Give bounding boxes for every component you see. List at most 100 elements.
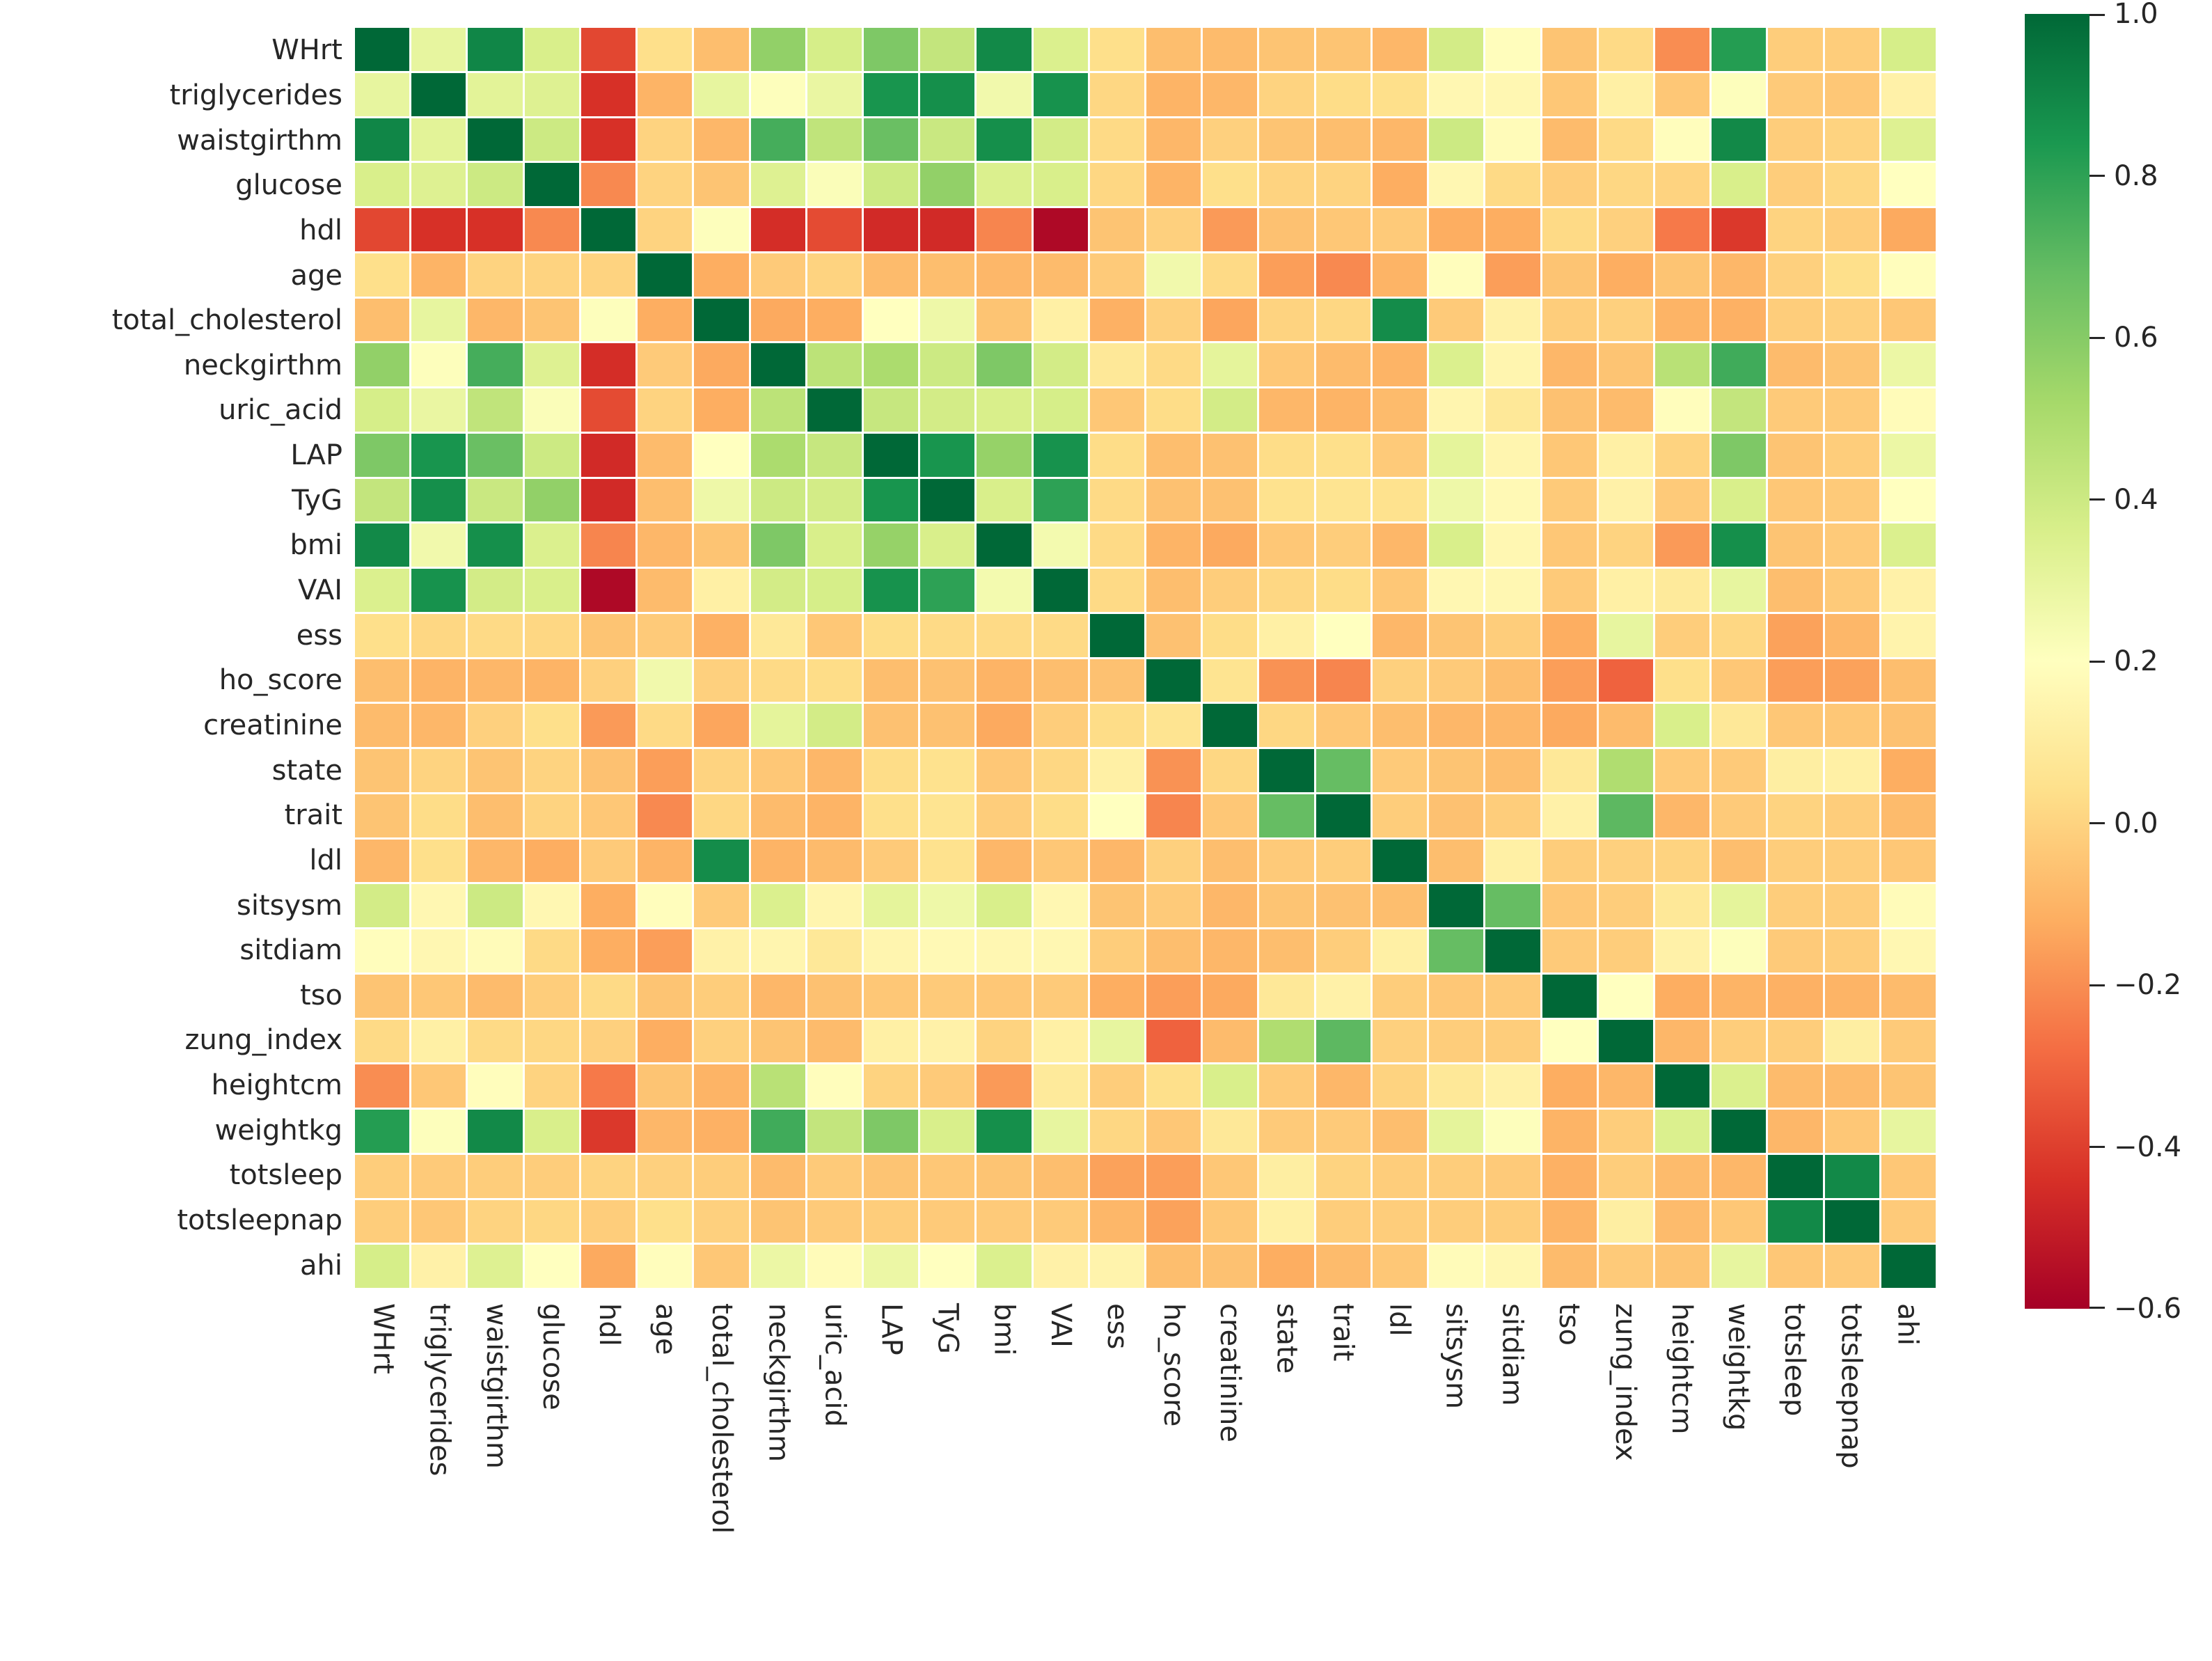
heatmap-cell: [1316, 524, 1370, 567]
heatmap-cell: [1146, 1245, 1201, 1288]
heatmap-cell: [1089, 884, 1144, 927]
heatmap-cell: [411, 1154, 466, 1198]
heatmap-cell: [638, 569, 693, 612]
heatmap-cell: [1654, 569, 1710, 612]
heatmap-cell: [355, 613, 410, 657]
x-tick-label: totsleep: [1778, 1303, 1811, 1417]
heatmap-cell: [411, 1199, 466, 1243]
heatmap-cell: [1033, 794, 1088, 837]
heatmap-cell: [1881, 1199, 1936, 1243]
heatmap-cell: [1429, 253, 1484, 297]
heatmap-cell: [977, 478, 1032, 522]
heatmap-cell: [1429, 659, 1484, 702]
heatmap-cell: [694, 253, 749, 297]
heatmap-cell: [920, 794, 975, 837]
heatmap-cell: [977, 613, 1032, 657]
heatmap-cell: [1033, 524, 1088, 567]
heatmap-cell: [863, 72, 919, 116]
heatmap-cell: [638, 749, 693, 792]
heatmap-cell: [1485, 974, 1540, 1018]
heatmap-cell: [1768, 839, 1823, 883]
heatmap-cell: [1881, 613, 1936, 657]
heatmap-cell: [750, 118, 805, 162]
heatmap-cell: [1372, 1064, 1428, 1108]
x-tick-label: glucose: [536, 1303, 569, 1410]
heatmap-cell: [750, 613, 805, 657]
heatmap-cell: [694, 749, 749, 792]
y-tick-label: sitsysm: [237, 889, 342, 922]
heatmap-cell: [468, 613, 523, 657]
heatmap-cell: [1372, 884, 1428, 927]
heatmap-cell: [1259, 433, 1314, 477]
heatmap-cell: [694, 1199, 749, 1243]
heatmap-cell: [1768, 1064, 1823, 1108]
heatmap-cell: [468, 839, 523, 883]
heatmap-cell: [1542, 839, 1597, 883]
heatmap-cell: [1654, 163, 1710, 206]
heatmap-cell: [977, 1064, 1032, 1108]
heatmap-cell: [920, 208, 975, 251]
heatmap-cell: [1372, 208, 1428, 251]
heatmap-cell: [1485, 343, 1540, 386]
heatmap-cell: [920, 433, 975, 477]
heatmap-cell: [1768, 388, 1823, 432]
heatmap-cell: [1089, 253, 1144, 297]
heatmap-cell: [524, 388, 579, 432]
heatmap-cell: [580, 929, 636, 973]
y-tick-label: hdl: [299, 214, 342, 246]
heatmap-cell: [1316, 974, 1370, 1018]
heatmap-cell: [1372, 1245, 1428, 1288]
heatmap-cell: [468, 118, 523, 162]
heatmap-cell: [524, 659, 579, 702]
x-tick-label: ahi: [1891, 1303, 1924, 1346]
heatmap-cell: [1259, 1154, 1314, 1198]
heatmap-cell: [1033, 28, 1088, 71]
heatmap-cell: [807, 433, 862, 477]
heatmap-cell: [1712, 659, 1767, 702]
heatmap-cell: [580, 1019, 636, 1063]
heatmap-cell: [1598, 1154, 1653, 1198]
heatmap-cell: [580, 659, 636, 702]
heatmap-cell: [920, 253, 975, 297]
heatmap-cell: [977, 163, 1032, 206]
x-tick-label: ess: [1100, 1303, 1133, 1350]
heatmap-cell: [1485, 749, 1540, 792]
heatmap-cell: [1712, 839, 1767, 883]
heatmap-cell: [1824, 659, 1879, 702]
heatmap-cell: [355, 884, 410, 927]
heatmap-cell: [1372, 298, 1428, 342]
heatmap-cell: [1203, 613, 1258, 657]
heatmap-cell: [524, 839, 579, 883]
heatmap-cell: [1259, 884, 1314, 927]
heatmap-cell: [638, 974, 693, 1018]
heatmap-cell: [1654, 794, 1710, 837]
heatmap-cell: [977, 208, 1032, 251]
heatmap-cell: [807, 1154, 862, 1198]
heatmap-cell: [1824, 72, 1879, 116]
x-tick-label: zung_index: [1609, 1303, 1641, 1461]
heatmap-cell: [524, 1199, 579, 1243]
heatmap-cell: [977, 388, 1032, 432]
heatmap-cell: [1429, 1110, 1484, 1153]
heatmap-cell: [1033, 839, 1088, 883]
heatmap-cell: [1372, 524, 1428, 567]
heatmap-cell: [863, 569, 919, 612]
heatmap-cell: [1372, 72, 1428, 116]
heatmap-cell: [1429, 1245, 1484, 1288]
heatmap-cell: [1316, 433, 1370, 477]
heatmap-cell: [1654, 524, 1710, 567]
heatmap-cell: [694, 1019, 749, 1063]
heatmap-cell: [1824, 343, 1879, 386]
heatmap-cell: [1429, 1019, 1484, 1063]
heatmap-cell: [411, 839, 466, 883]
heatmap-cell: [580, 839, 636, 883]
heatmap-cell: [580, 1064, 636, 1108]
x-tick-label: ho_score: [1158, 1303, 1190, 1427]
heatmap-cell: [750, 929, 805, 973]
heatmap-cell: [1203, 208, 1258, 251]
heatmap-cell: [1598, 253, 1653, 297]
heatmap-cell: [977, 974, 1032, 1018]
heatmap-cell: [411, 974, 466, 1018]
heatmap-cell: [977, 1154, 1032, 1198]
heatmap-cell: [1316, 1064, 1370, 1108]
